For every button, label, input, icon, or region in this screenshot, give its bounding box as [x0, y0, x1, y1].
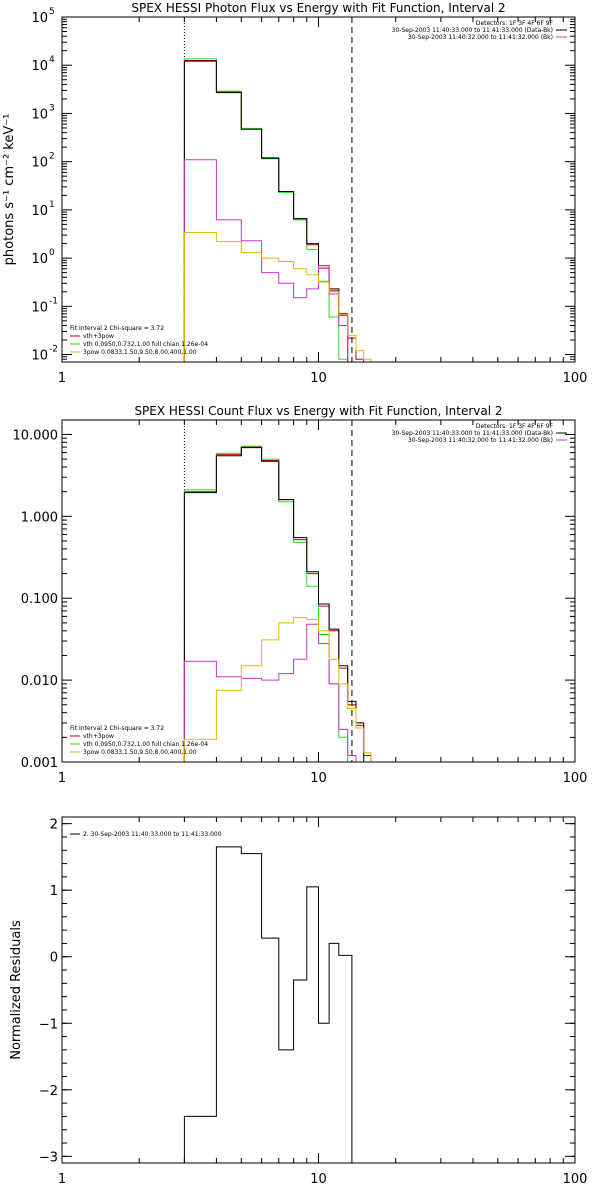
legend-entry: vth 0.0950,0.732,1.00 full chian 1.26e-0… — [83, 741, 208, 748]
y-tick-label: 10 — [31, 11, 48, 26]
series-line-3 — [183, 60, 349, 362]
legend-header: Fit Interval 2 Chi-square = 3.72 — [70, 725, 164, 732]
y-tick-label: −1 — [39, 1017, 58, 1032]
plot-frame — [61, 16, 576, 363]
y-tick-exponent: 1 — [49, 200, 55, 210]
y-tick-label: 10 — [31, 156, 48, 171]
y-tick-exponent: -2 — [49, 345, 58, 355]
y-tick-label: 1.000 — [21, 510, 58, 525]
y-tick-exponent: 5 — [49, 7, 55, 17]
y-tick-exponent: 3 — [49, 103, 55, 113]
chart-panel-1: SPEX HESSI Photon Flux vs Energy with Fi… — [2, 1, 587, 386]
series-line-3 — [183, 447, 365, 762]
y-tick-label: −2 — [39, 1084, 58, 1099]
legend-entry: vth+3pow — [83, 333, 114, 340]
series-line-4 — [183, 623, 357, 762]
legend-entry: 3pow 0.0833,1.50,9.50,8.00,400,1.00 — [83, 349, 197, 356]
info-line: 30-Sep-2003 11:40:32.000 to 11:41:32.000… — [408, 437, 553, 444]
y-tick-exponent: -1 — [49, 296, 58, 306]
y-tick-label: 2 — [50, 818, 58, 833]
y-tick-label: 0.100 — [21, 592, 58, 607]
info-line: Detectors: 1F 3F 4F 6F 9F — [476, 423, 554, 430]
chart-title: SPEX HESSI Count Flux vs Energy with Fit… — [134, 404, 502, 418]
y-tick-exponent: 4 — [49, 55, 55, 65]
series-line-2 — [183, 58, 371, 363]
series-line-1 — [183, 446, 372, 762]
y-tick-label: 10 — [31, 300, 48, 315]
y-axis-label: photons s⁻¹ cm⁻² keV⁻¹ — [2, 114, 17, 266]
series-line-4 — [183, 159, 349, 362]
series-line-1 — [183, 846, 353, 1163]
x-tick-label: 10 — [310, 771, 327, 786]
y-tick-label: 10 — [31, 204, 48, 219]
y-tick-label: 10.000 — [13, 428, 59, 443]
info-line: Detectors: 1F 3F 4F 6F 9F — [476, 20, 554, 27]
plot-frame — [61, 816, 576, 1164]
legend-entry: 3pow 0.0833,1.50,9.50,8.00,400,1.00 — [83, 749, 197, 756]
x-tick-label: 10 — [310, 1172, 327, 1187]
x-tick-label: 1 — [58, 771, 66, 786]
x-tick-label: 1 — [58, 371, 66, 386]
y-tick-label: 0.010 — [21, 674, 58, 689]
y-tick-label: 10 — [31, 107, 48, 122]
x-tick-label: 100 — [563, 771, 588, 786]
y-tick-label: −3 — [39, 1150, 58, 1165]
info-line: 30-Sep-2003 11:40:33.000 to 11:41:33.000… — [392, 27, 553, 34]
legend-header: Fit Interval 2 Chi-square = 3.72 — [70, 325, 164, 332]
chart-panel-2: SPEX HESSI Count Flux vs Energy with Fit… — [13, 404, 588, 786]
series-line-1 — [183, 60, 371, 363]
legend-entry: 2. 30-Sep-2003 11:40:33.000 to 11:41:33.… — [83, 831, 222, 838]
info-line: 30-Sep-2003 11:40:33.000 to 11:41:33.000… — [392, 430, 553, 437]
legend-entry: vth+3pow — [83, 733, 114, 740]
plot-frame — [61, 419, 576, 763]
series-line-5 — [183, 617, 372, 762]
y-tick-label: 10 — [31, 349, 48, 364]
y-tick-label: 1 — [50, 884, 58, 899]
x-tick-label: 100 — [563, 1172, 588, 1187]
series-line-2 — [183, 445, 371, 763]
y-tick-label: 0.001 — [21, 756, 58, 771]
x-tick-label: 1 — [58, 1172, 66, 1187]
info-line: 30-Sep-2003 11:40:32.000 to 11:41:32.000… — [408, 34, 553, 41]
chart-title: SPEX HESSI Photon Flux vs Energy with Fi… — [131, 1, 505, 15]
y-tick-label: 10 — [31, 252, 48, 267]
y-tick-exponent: 0 — [49, 248, 55, 258]
y-tick-exponent: 2 — [49, 152, 55, 162]
y-tick-label: 0 — [50, 951, 58, 966]
x-tick-label: 100 — [563, 371, 588, 386]
legend-entry: vth 0.0950,0.732,1.00 full chian 1.26e-0… — [83, 341, 208, 348]
series-line-5 — [183, 232, 372, 362]
y-axis-label: Normalized Residuals — [9, 920, 24, 1060]
x-tick-label: 10 — [310, 371, 327, 386]
y-tick-label: 10 — [31, 59, 48, 74]
